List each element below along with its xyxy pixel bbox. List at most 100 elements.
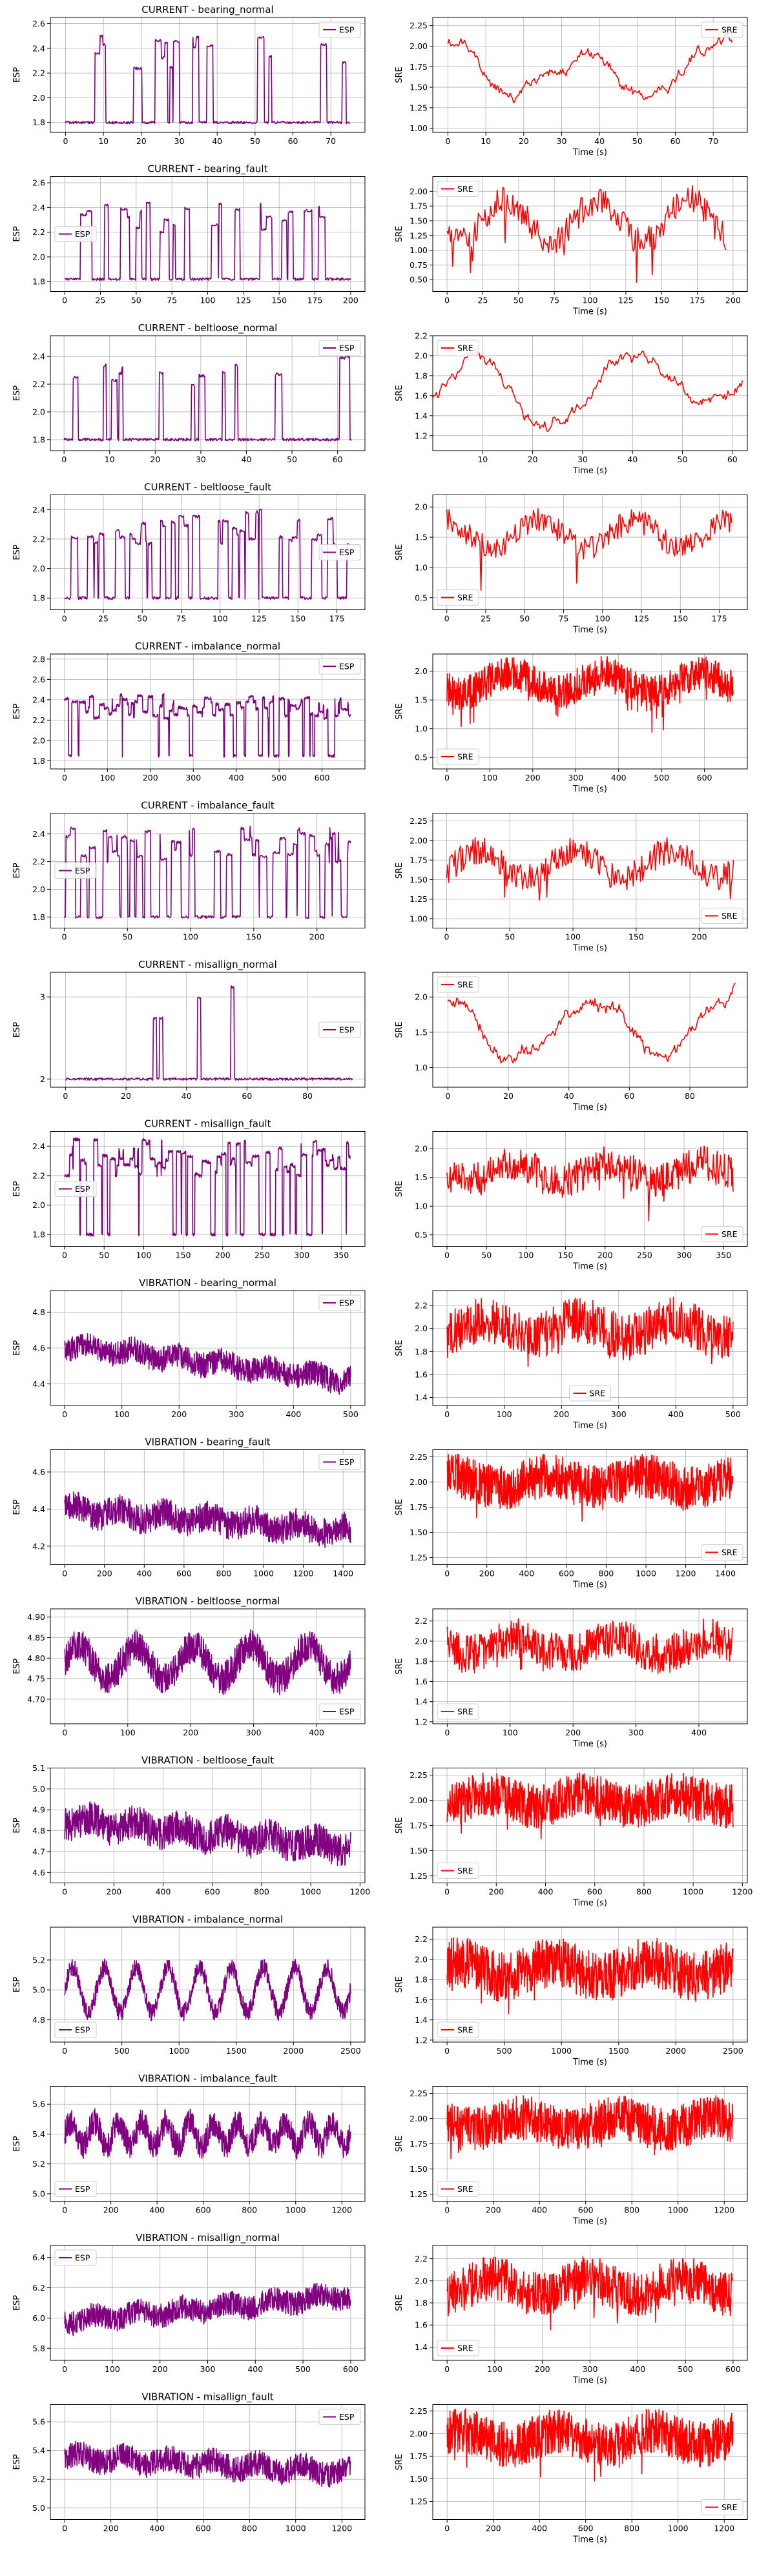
x-tick-label: 600 <box>559 1569 574 1579</box>
subplot-25: 0 500 1000 1500 2000 2500 4.8 5.0 5.2 VIBRATION -… <box>12 1914 366 2056</box>
axes-frame <box>50 2086 366 2202</box>
y-tick-label: 1.75 <box>410 1821 428 1830</box>
series-line-esp <box>64 1629 351 1695</box>
legend: SRE <box>437 340 479 356</box>
x-tick-label: 200 <box>106 1887 121 1897</box>
y-tick-label: 4.6 <box>32 1467 45 1477</box>
series-line-esp <box>65 34 350 125</box>
y-tick-label: 1.5 <box>415 695 428 705</box>
y-axis-label: SRE <box>395 2454 404 2471</box>
x-tick-label: 400 <box>538 1887 554 1897</box>
legend-label: SRE <box>590 1389 606 1398</box>
series-line-esp <box>64 1958 351 2022</box>
legend-label: SRE <box>457 1866 473 1876</box>
x-tick-label: 400 <box>156 1887 171 1897</box>
x-tick-label: 150 <box>176 1251 191 1260</box>
legend: ESP <box>318 21 361 38</box>
y-tick-label: 2.0 <box>32 884 45 894</box>
x-tick-label: 200 <box>486 2524 501 2533</box>
legend-label: SRE <box>721 25 738 35</box>
y-tick-label: 2.2 <box>415 1934 428 1944</box>
x-tick-label: 800 <box>599 1569 614 1579</box>
x-tick-label: 60 <box>242 1091 252 1101</box>
x-tick-label: 0 <box>62 296 67 305</box>
axes-frame <box>432 1927 748 2043</box>
y-axis-label: ESP <box>12 2295 22 2311</box>
x-tick-label: 400 <box>691 1728 707 1737</box>
legend-box <box>437 1863 479 1879</box>
legend-label: ESP <box>339 1457 355 1467</box>
y-axis-label: SRE <box>395 544 404 561</box>
y-tick-label: 4.90 <box>27 1612 45 1622</box>
subplot-title: CURRENT - misallign_normal <box>138 959 276 971</box>
y-tick-label: 2.0 <box>415 2276 428 2285</box>
y-tick-label: 1.8 <box>415 1975 428 1985</box>
x-tick-label: 100 <box>136 1251 151 1260</box>
y-tick-label: 1.25 <box>410 103 428 112</box>
y-tick-label: 1.0 <box>415 724 428 733</box>
subplot-10: 0 100 200 300 400 500 600 0.5 1.0 1.5 2.0 Time (s) S… <box>395 653 748 794</box>
legend-label: ESP <box>339 662 355 671</box>
legend: ESP <box>54 1181 97 1197</box>
y-axis-label: SRE <box>395 1340 404 1356</box>
series-line-sre <box>446 1618 734 1674</box>
y-axis-label: SRE <box>395 66 404 83</box>
x-tick-label: 125 <box>618 296 634 305</box>
subplot-21: 0 100 200 300 400 4.70 4.75 4.80 4.85 4.90 VIBRATI… <box>12 1595 366 1737</box>
x-tick-label: 200 <box>143 773 158 782</box>
legend-label: ESP <box>75 2184 90 2194</box>
x-tick-label: 500 <box>295 2364 311 2374</box>
x-tick-label: 400 <box>285 1409 301 1419</box>
y-tick-label: 4.4 <box>32 1504 45 1514</box>
legend-label: ESP <box>339 1025 355 1035</box>
subplot-9: 0 100 200 300 400 500 600 1.8 2.0 2.2 2.4 2.6 2.8 CUR… <box>12 640 366 782</box>
x-tick-label: 1000 <box>285 2205 306 2215</box>
y-tick-label: 1.25 <box>410 894 428 904</box>
x-tick-label: 50 <box>137 614 147 624</box>
y-tick-label: 5.0 <box>32 1985 45 1995</box>
x-tick-label: 0 <box>63 136 68 146</box>
x-tick-label: 300 <box>583 2364 598 2374</box>
series-line-sre <box>446 1937 734 2015</box>
x-tick-label: 20 <box>503 1091 514 1101</box>
legend: SRE <box>437 976 479 993</box>
y-tick-label: 2.0 <box>415 666 428 676</box>
x-tick-label: 80 <box>685 1091 695 1101</box>
x-tick-label: 300 <box>568 773 583 782</box>
legend-box <box>701 21 743 38</box>
legend-label: ESP <box>339 1707 355 1717</box>
axes-frame <box>50 813 366 928</box>
legend: SRE <box>437 181 479 197</box>
x-tick-label: 0 <box>62 614 67 624</box>
y-tick-label: 4.75 <box>27 1674 45 1684</box>
x-tick-label: 100 <box>487 2364 503 2374</box>
legend: ESP <box>54 2021 97 2038</box>
x-tick-label: 0 <box>62 2046 67 2056</box>
y-tick-label: 1.8 <box>415 2298 428 2308</box>
x-tick-label: 200 <box>597 1251 613 1260</box>
x-tick-label: 400 <box>668 1409 683 1419</box>
axes-frame <box>50 2404 366 2520</box>
series-line-sre <box>446 2095 734 2160</box>
x-axis-label: Time (s) <box>572 1739 607 1749</box>
series-line-esp <box>63 825 351 919</box>
x-tick-label: 25 <box>98 614 109 624</box>
y-tick-label: 5.6 <box>32 2417 45 2427</box>
x-tick-label: 1500 <box>608 2046 629 2056</box>
legend-label: SRE <box>457 2025 473 2035</box>
legend-label: ESP <box>339 25 355 35</box>
x-tick-label: 20 <box>150 455 160 464</box>
x-tick-label: 1000 <box>285 2524 306 2533</box>
y-tick-label: 1.50 <box>410 1528 428 1537</box>
legend-label: SRE <box>457 1707 473 1717</box>
x-tick-label: 30 <box>577 455 588 464</box>
y-tick-label: 1.0 <box>415 1201 428 1211</box>
x-tick-label: 1000 <box>169 2046 189 2056</box>
x-tick-label: 0 <box>444 1728 450 1737</box>
legend-box <box>318 1703 361 1720</box>
y-tick-label: 2.0 <box>415 502 428 512</box>
y-tick-label: 1.8 <box>415 1657 428 1666</box>
series-line-esp <box>65 985 353 1081</box>
y-tick-label: 2.25 <box>410 21 428 30</box>
